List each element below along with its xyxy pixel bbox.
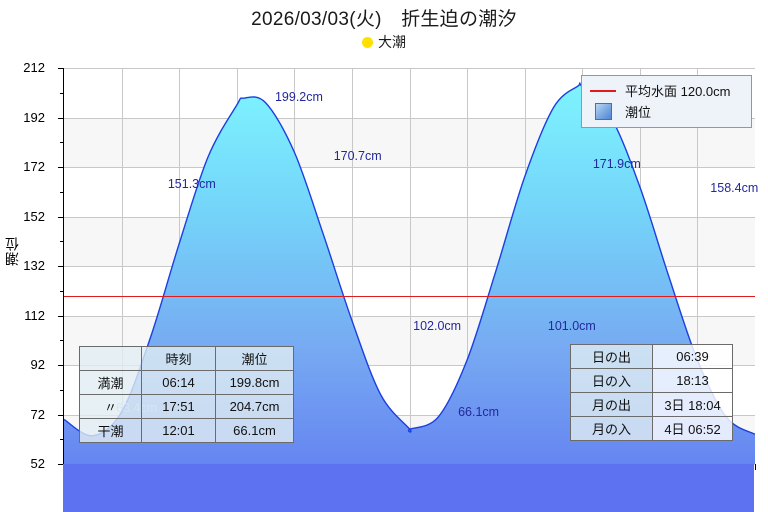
mean-water-line-icon: [588, 83, 618, 99]
table-row: 月の出 3日 18:04: [570, 392, 733, 417]
table-cell-label: 日の出: [570, 344, 653, 369]
legend-mean-water-label: 平均水面 120.0cm: [625, 84, 731, 99]
table-header-cell: 時刻: [141, 346, 216, 371]
y-axis-tick-label: 92: [30, 357, 45, 372]
y-axis-tick: [58, 414, 64, 416]
y-axis-tick-label: 212: [23, 60, 45, 75]
legend-tide-label: 潮位: [625, 105, 652, 120]
sun-moon-table: 日の出 06:39 日の入 18:13 月の出 3日 18:04 月の入 4日 06:52: [570, 344, 733, 441]
data-point-label: 102.0cm: [413, 319, 462, 334]
y-axis-tick-label: 72: [30, 406, 45, 422]
data-point-label: 171.9cm: [592, 157, 641, 172]
table-cell-label: 日の入: [570, 368, 653, 393]
y-axis-tick: [58, 315, 64, 317]
table-cell-label: 月の出: [570, 392, 653, 417]
tide-swatch-icon: [588, 103, 618, 120]
table-cell-value: 4日 06:52: [652, 416, 733, 441]
table-row: 月の入 4日 06:52: [570, 416, 733, 441]
tide-type-label: 大潮: [378, 34, 406, 50]
y-axis-minor-tick: [60, 191, 64, 193]
y-axis-tick: [58, 68, 64, 69]
data-point-label: 158.4cm: [710, 180, 759, 195]
legend-row-tide: 潮位: [588, 101, 745, 122]
table-header-cell: [79, 346, 142, 371]
vertical-gridline: [467, 68, 469, 464]
y-axis-tick: [58, 365, 64, 366]
table-cell: 干潮: [79, 418, 142, 443]
y-axis-tick: [58, 266, 64, 267]
y-axis-tick-label: 112: [24, 307, 45, 323]
y-axis-tick-label: 172: [23, 159, 45, 174]
table-cell: 204.7cm: [215, 394, 294, 419]
y-axis-minor-tick: [60, 389, 64, 391]
data-point-label: 151.3cm: [167, 176, 216, 191]
table-row: 日の出 06:39: [570, 344, 733, 369]
table-cell: 〃: [79, 394, 142, 419]
y-axis-minor-tick: [60, 340, 64, 342]
mean-water-line: [64, 295, 755, 297]
table-row: 満潮 06:14 199.8cm: [79, 370, 294, 395]
vertical-gridline: [409, 68, 411, 464]
table-row: 干潮 12:01 66.1cm: [79, 418, 294, 443]
y-axis-tick: [58, 464, 64, 465]
data-point-label: 101.0cm: [547, 319, 596, 334]
y-axis-minor-tick: [60, 290, 64, 292]
tide-type-legend: 大潮: [0, 32, 768, 52]
table-row: 〃 17:51 204.7cm: [79, 394, 294, 419]
table-cell: 満潮: [79, 370, 142, 395]
y-axis-minor-tick: [60, 439, 64, 441]
table-cell-label: 月の入: [570, 416, 653, 441]
data-point-label: 66.1cm: [458, 404, 500, 419]
legend-row-mean-water: 平均水面 120.0cm: [588, 80, 745, 101]
y-axis-tick: [58, 117, 64, 119]
table-cell-value: 06:39: [652, 344, 733, 369]
y-axis-minor-tick: [60, 92, 64, 94]
y-axis-tick-label: 192: [23, 109, 45, 125]
y-axis-tick: [58, 216, 64, 218]
page-title: 2026/03/03(火) 折生迫の潮汐: [251, 9, 517, 30]
vertical-gridline: [351, 68, 353, 464]
table-cell-value: 18:13: [652, 368, 733, 393]
y-axis-minor-tick: [60, 241, 64, 243]
y-axis-minor-tick: [60, 142, 64, 144]
table-row: 日の入 18:13: [570, 368, 733, 393]
tide-fill-overflow: [63, 464, 754, 512]
y-axis-tick-label: 132: [23, 258, 45, 273]
table-header-row: 時刻 潮位: [79, 346, 294, 371]
data-point-label: 199.2cm: [274, 89, 323, 104]
y-axis-tick: [58, 167, 64, 168]
table-cell-value: 3日 18:04: [652, 392, 733, 417]
chart-legend: 平均水面 120.0cm 潮位: [581, 75, 752, 128]
data-point-label: 170.7cm: [333, 149, 382, 164]
y-axis-tick-label: 52: [30, 456, 45, 471]
tide-type-marker-icon: [362, 37, 373, 48]
table-cell: 199.8cm: [215, 370, 294, 395]
table-header-cell: 潮位: [215, 346, 294, 371]
vertical-gridline: [697, 68, 699, 464]
y-axis-tick-label: 152: [23, 208, 45, 224]
tide-times-table: 時刻 潮位 満潮 06:14 199.8cm 〃 17:51 204.7cm 干潮 12:01 66…: [79, 346, 294, 443]
table-cell: 12:01: [141, 418, 216, 443]
x-axis-tick: [755, 464, 756, 470]
vertical-gridline: [121, 68, 123, 464]
table-cell: 17:51: [141, 394, 216, 419]
table-cell: 06:14: [141, 370, 216, 395]
table-cell: 66.1cm: [215, 418, 294, 443]
